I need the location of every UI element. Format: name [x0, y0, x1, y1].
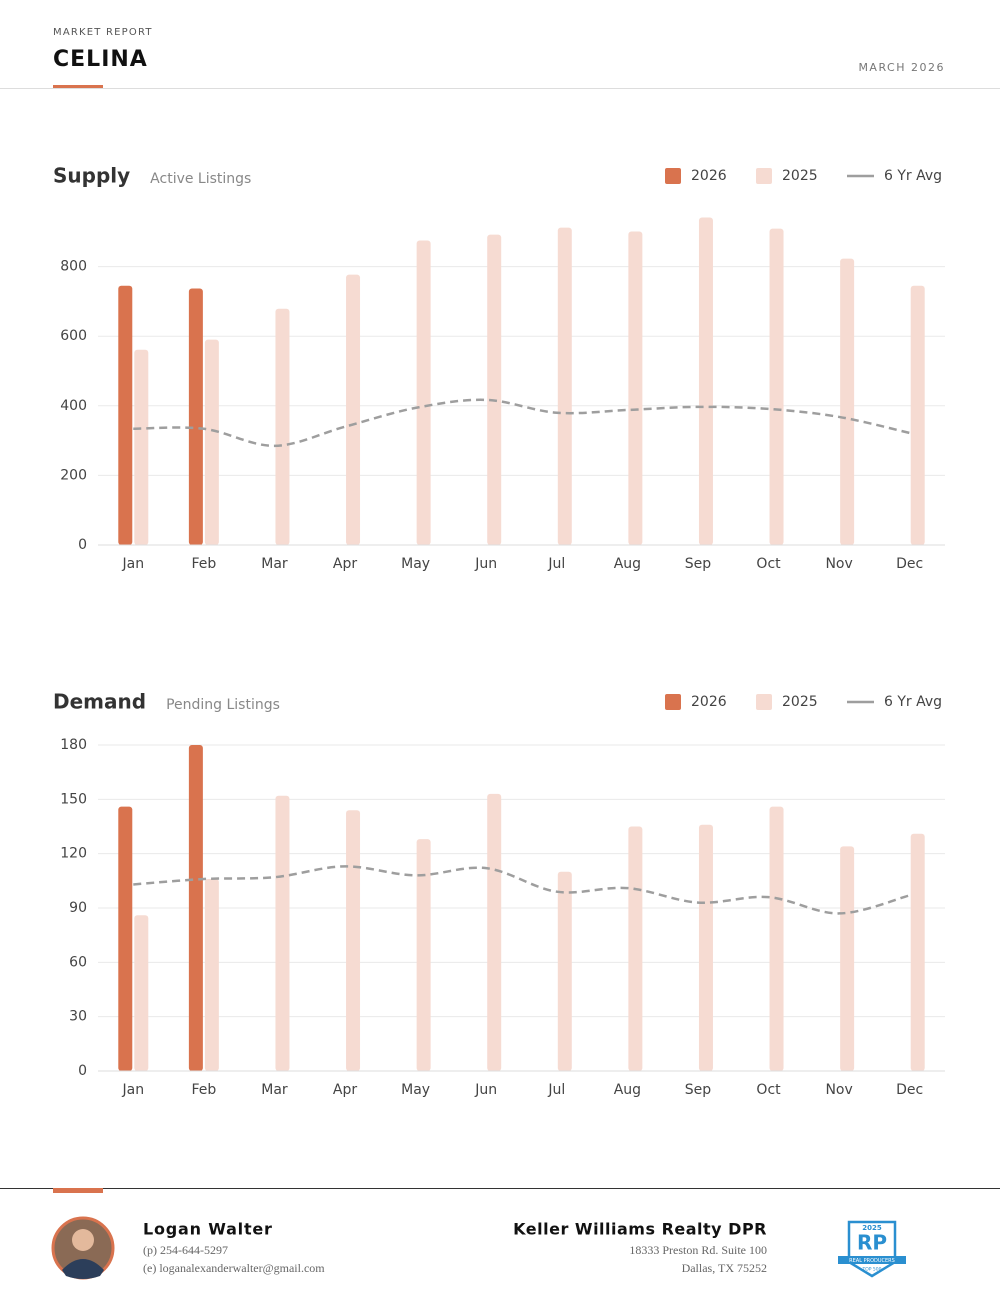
legend-label: 2026 — [691, 694, 727, 710]
bar — [118, 285, 133, 545]
bar — [628, 826, 643, 1071]
legend-swatch — [665, 168, 681, 184]
chart-title: Supply — [53, 164, 130, 188]
bar — [840, 258, 855, 545]
y-tick-label: 60 — [69, 954, 87, 970]
x-tick-label: Oct — [756, 1082, 781, 1098]
avatar — [51, 1216, 115, 1280]
x-tick-label: Nov — [825, 1082, 852, 1098]
legend-label: 2025 — [782, 694, 818, 710]
y-tick-label: 0 — [78, 537, 87, 553]
company-name: Keller Williams Realty DPR — [513, 1220, 767, 1239]
legend-swatch — [665, 694, 681, 710]
kicker: MARKET REPORT — [53, 27, 153, 38]
bar — [698, 217, 713, 546]
bar — [910, 285, 925, 545]
x-tick-label: Jan — [121, 1082, 144, 1098]
bar — [840, 846, 855, 1071]
x-tick-label: Jul — [547, 1082, 565, 1098]
agent-email: (e) loganalexanderwalter@gmail.com — [143, 1261, 325, 1275]
x-tick-label: Mar — [261, 1082, 288, 1098]
x-tick-label: Jun — [474, 556, 497, 572]
bar — [910, 833, 925, 1071]
bar — [188, 288, 203, 545]
y-tick-label: 150 — [60, 791, 87, 807]
bar — [134, 915, 149, 1071]
bar — [698, 824, 713, 1071]
x-tick-label: Nov — [825, 556, 852, 572]
report-date: MARCH 2026 — [858, 61, 945, 74]
x-tick-label: Sep — [685, 556, 712, 572]
x-tick-label: Sep — [685, 1082, 712, 1098]
legend-label: 2026 — [691, 168, 727, 184]
chart-subtitle: Pending Listings — [166, 697, 280, 713]
x-tick-label: Jun — [474, 1082, 497, 1098]
city-title: CELINA — [53, 47, 148, 72]
y-tick-label: 30 — [69, 1009, 87, 1025]
legend-label: 2025 — [782, 168, 818, 184]
badge-year: 2025 — [862, 1224, 882, 1232]
y-tick-label: 400 — [60, 398, 87, 414]
x-tick-label: May — [401, 556, 430, 572]
bar — [204, 339, 219, 545]
badge-ribbon: REAL PRODUCERS — [849, 1258, 895, 1264]
x-tick-label: Oct — [756, 556, 781, 572]
x-tick-label: May — [401, 1082, 430, 1098]
company-address: 18333 Preston Rd. Suite 100 — [629, 1243, 767, 1257]
legend-label: 6 Yr Avg — [884, 168, 942, 184]
footer-accent — [53, 1188, 103, 1193]
bar — [275, 795, 290, 1071]
bar — [188, 745, 203, 1071]
x-tick-label: Aug — [614, 1082, 641, 1098]
y-tick-label: 180 — [60, 737, 87, 753]
x-tick-label: Feb — [191, 556, 216, 572]
y-tick-label: 600 — [60, 328, 87, 344]
x-tick-label: Mar — [261, 556, 288, 572]
chart-title: Demand — [53, 690, 146, 714]
bar — [134, 349, 149, 545]
title-accent — [53, 85, 103, 89]
bar — [275, 308, 290, 545]
x-tick-label: Dec — [896, 556, 923, 572]
bar — [204, 879, 219, 1071]
badge-mark: RP — [857, 1231, 887, 1255]
bar — [487, 234, 502, 546]
company-city: Dallas, TX 75252 — [682, 1261, 767, 1275]
legend-label: 6 Yr Avg — [884, 694, 942, 710]
bar — [118, 806, 133, 1071]
x-tick-label: Aug — [614, 556, 641, 572]
x-tick-label: Apr — [333, 556, 357, 572]
x-tick-label: Jan — [121, 556, 144, 572]
bar — [346, 810, 361, 1071]
badge: 2025 RP REAL PRODUCERS TOP 500 — [838, 1220, 906, 1278]
legend-swatch — [756, 694, 772, 710]
bar — [487, 793, 502, 1071]
avg-line — [133, 865, 911, 915]
bar — [557, 227, 572, 545]
agent-phone: (p) 254-644-5297 — [143, 1243, 228, 1257]
x-tick-label: Dec — [896, 1082, 923, 1098]
bar — [346, 274, 361, 545]
bar — [557, 871, 572, 1071]
bar — [769, 806, 784, 1071]
badge-rank: TOP 500 — [861, 1267, 881, 1273]
y-tick-label: 90 — [69, 900, 87, 916]
bar — [769, 228, 784, 545]
avg-line — [133, 398, 910, 448]
x-tick-label: Jul — [547, 556, 565, 572]
legend-swatch — [756, 168, 772, 184]
bar — [628, 231, 643, 545]
y-tick-label: 800 — [60, 259, 87, 275]
chart-subtitle: Active Listings — [150, 171, 251, 187]
y-tick-label: 200 — [60, 467, 87, 483]
bar — [416, 240, 431, 545]
y-tick-label: 0 — [78, 1063, 87, 1079]
agent-name: Logan Walter — [143, 1220, 273, 1239]
x-tick-label: Apr — [333, 1082, 357, 1098]
y-tick-label: 120 — [60, 846, 87, 862]
bar — [416, 839, 431, 1071]
x-tick-label: Feb — [191, 1082, 216, 1098]
